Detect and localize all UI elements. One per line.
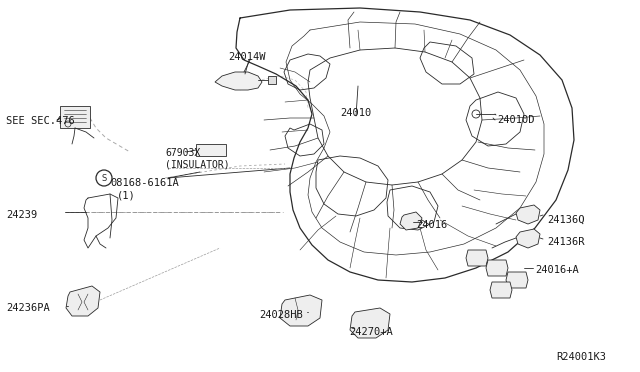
Polygon shape xyxy=(516,205,540,224)
Polygon shape xyxy=(506,272,528,288)
Polygon shape xyxy=(66,286,100,316)
Text: 24136Q: 24136Q xyxy=(547,215,584,225)
Text: 24016: 24016 xyxy=(416,220,447,230)
Polygon shape xyxy=(268,76,276,84)
Polygon shape xyxy=(516,229,540,248)
Polygon shape xyxy=(350,308,390,338)
Text: 24270+A: 24270+A xyxy=(349,327,393,337)
Text: S: S xyxy=(101,173,107,183)
Text: 24016+A: 24016+A xyxy=(535,265,579,275)
Text: (1): (1) xyxy=(117,190,136,200)
Text: 67903X
(INSULATOR): 67903X (INSULATOR) xyxy=(165,148,230,170)
Polygon shape xyxy=(215,72,262,90)
Text: 24028HB: 24028HB xyxy=(259,310,303,320)
Polygon shape xyxy=(60,106,90,128)
Text: 24014W: 24014W xyxy=(228,52,266,62)
Polygon shape xyxy=(280,295,322,326)
Text: 24010: 24010 xyxy=(340,108,371,118)
Text: 08168-6161A: 08168-6161A xyxy=(110,178,179,188)
Text: R24001K3: R24001K3 xyxy=(556,352,606,362)
Polygon shape xyxy=(400,212,422,230)
Text: SEE SEC.476: SEE SEC.476 xyxy=(6,116,75,126)
Polygon shape xyxy=(486,260,508,276)
Polygon shape xyxy=(466,250,488,266)
Polygon shape xyxy=(490,282,512,298)
Text: 24239: 24239 xyxy=(6,210,37,220)
Polygon shape xyxy=(196,144,226,156)
Text: 24010D: 24010D xyxy=(497,115,534,125)
Text: 24136R: 24136R xyxy=(547,237,584,247)
Text: 24236PA: 24236PA xyxy=(6,303,50,313)
